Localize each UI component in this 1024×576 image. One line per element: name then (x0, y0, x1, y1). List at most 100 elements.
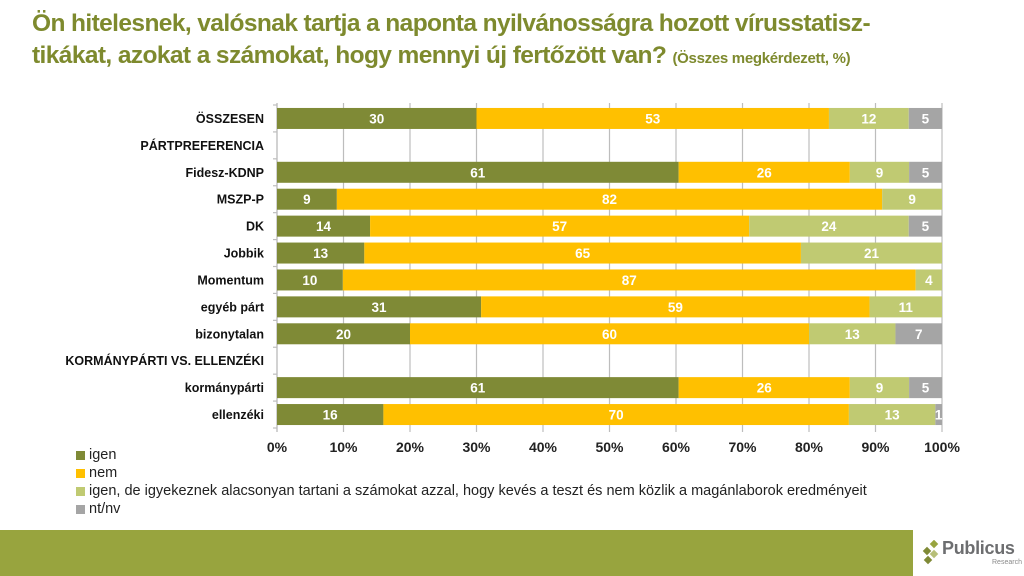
bar-segment-igen (277, 269, 343, 291)
data-label: 9 (876, 381, 884, 396)
x-axis-ticks: 0% 10% 20% 30% 40% 50% 60% 70% 80% 90% 100% (267, 439, 961, 455)
category-label: DK (246, 220, 264, 234)
bar-segment-ntnv (908, 107, 942, 129)
legend-item-nem: nem (76, 464, 867, 482)
bar-segment-igen-de (828, 107, 909, 129)
data-label: 30 (369, 111, 384, 126)
data-label: 1 (935, 408, 943, 423)
data-label: 60 (602, 327, 617, 342)
bar-segment-igen-de (915, 269, 942, 291)
category-label: bizonytalan (195, 327, 264, 341)
bar-segment-igen-de (800, 242, 942, 264)
bar-segment-nem (476, 107, 829, 129)
category-label: ÖSSZESEN (196, 111, 264, 126)
bar-segment-igen-de (849, 161, 910, 183)
x-tick-label: 40% (529, 439, 558, 455)
x-tick-label: 100% (924, 439, 960, 455)
data-label: 12 (861, 111, 876, 126)
chart-subtitle: (Összes megkérdezett, %) (672, 50, 851, 67)
data-label: 14 (316, 219, 332, 234)
bar-segment-nem (410, 323, 809, 345)
x-tick-label: 20% (396, 439, 425, 455)
category-label: Fidesz-KDNP (186, 166, 264, 180)
data-label: 5 (922, 165, 930, 180)
bar-segment-ntnv (909, 377, 942, 399)
data-label: 7 (915, 327, 923, 342)
bar-segment-igen (277, 107, 477, 129)
chart-title: Ön hitelesnek, valósnak tartja a naponta… (32, 8, 992, 75)
bar-segment-igen-de (869, 296, 942, 318)
data-label: 70 (609, 408, 624, 423)
bar-segment-igen (277, 242, 365, 264)
logo-diamonds-icon (922, 540, 939, 565)
data-label: 53 (645, 111, 661, 126)
category-label: ellenzéki (212, 408, 264, 422)
data-label: 5 (922, 219, 930, 234)
data-label: 13 (313, 246, 329, 261)
data-label: 57 (552, 219, 567, 234)
bar-segment-igen-de (849, 377, 910, 399)
data-label: 61 (470, 381, 486, 396)
data-label: 13 (885, 408, 901, 423)
x-tick-label: 60% (662, 439, 691, 455)
data-label: 20 (336, 327, 351, 342)
bar-segment-nem (364, 242, 801, 264)
x-tick-label: 90% (861, 439, 890, 455)
bar-segment-ntnv (895, 323, 942, 345)
bar-segment-nem (336, 188, 883, 210)
data-label: 26 (757, 381, 773, 396)
bar-segment-nem (481, 296, 870, 318)
category-label: PÁRTPREFERENCIA (140, 138, 264, 153)
x-tick-label: 0% (267, 439, 288, 455)
bar-segment-igen (277, 188, 337, 210)
category-label: Momentum (197, 273, 264, 287)
data-label: 9 (876, 165, 884, 180)
bar-segment-igen (277, 215, 371, 237)
bar-segment-igen-de (749, 215, 909, 237)
bar-segment-nem (678, 377, 850, 399)
data-label: 9 (908, 192, 916, 207)
data-label: 61 (470, 165, 486, 180)
legend: igen nem igen, de igyekeznek alacsonyan … (76, 446, 867, 518)
category-label: Jobbik (224, 247, 264, 261)
title-line-2: tikákat, azokat a számokat, hogy mennyi … (32, 42, 673, 69)
title-line-1: Ön hitelesnek, valósnak tartja a naponta… (32, 10, 871, 37)
data-label: 5 (922, 111, 930, 126)
data-label: 65 (575, 246, 591, 261)
bar-segment-igen (277, 377, 679, 399)
category-label: KORMÁNYPÁRTI VS. ELLENZÉKI (65, 353, 264, 368)
x-tick-label: 10% (329, 439, 358, 455)
category-labels: ÖSSZESEN PÁRTPREFERENCIA Fidesz-KDNP MSZP-P… (65, 111, 264, 422)
legend-swatch-igen (76, 450, 85, 460)
legend-item-ntnv: nt/nv (76, 500, 867, 518)
data-label: 26 (757, 165, 773, 180)
category-label: egyéb párt (201, 300, 265, 314)
data-label: 13 (845, 327, 861, 342)
legend-label: nem (89, 465, 118, 481)
data-label: 11 (899, 300, 914, 315)
legend-label: nt/nv (89, 501, 121, 517)
footer-band (0, 530, 913, 576)
bar-segment-igen-de (809, 323, 896, 345)
x-tick-label: 50% (595, 439, 624, 455)
data-label: 10 (302, 273, 317, 288)
x-tick-label: 80% (795, 439, 824, 455)
legend-swatch-igen-de (76, 486, 85, 496)
legend-label: igen, de igyekeznek alacsonyan tartani a… (89, 483, 867, 499)
bar-segment-igen-de (882, 188, 942, 210)
data-label: 4 (925, 273, 933, 288)
logo-subtitle: Research (992, 559, 1022, 566)
bar-segment-ntnv (935, 404, 942, 426)
x-tick-label: 30% (462, 439, 491, 455)
data-label: 31 (372, 300, 388, 315)
category-label: kormánypárti (185, 381, 264, 395)
bar-segment-nem (678, 161, 850, 183)
bar-segment-nem (370, 215, 750, 237)
legend-label: igen (89, 447, 117, 463)
data-label: 9 (303, 192, 311, 207)
bar-segment-nem (342, 269, 916, 291)
x-tick-label: 70% (728, 439, 757, 455)
data-label: 24 (821, 219, 837, 234)
